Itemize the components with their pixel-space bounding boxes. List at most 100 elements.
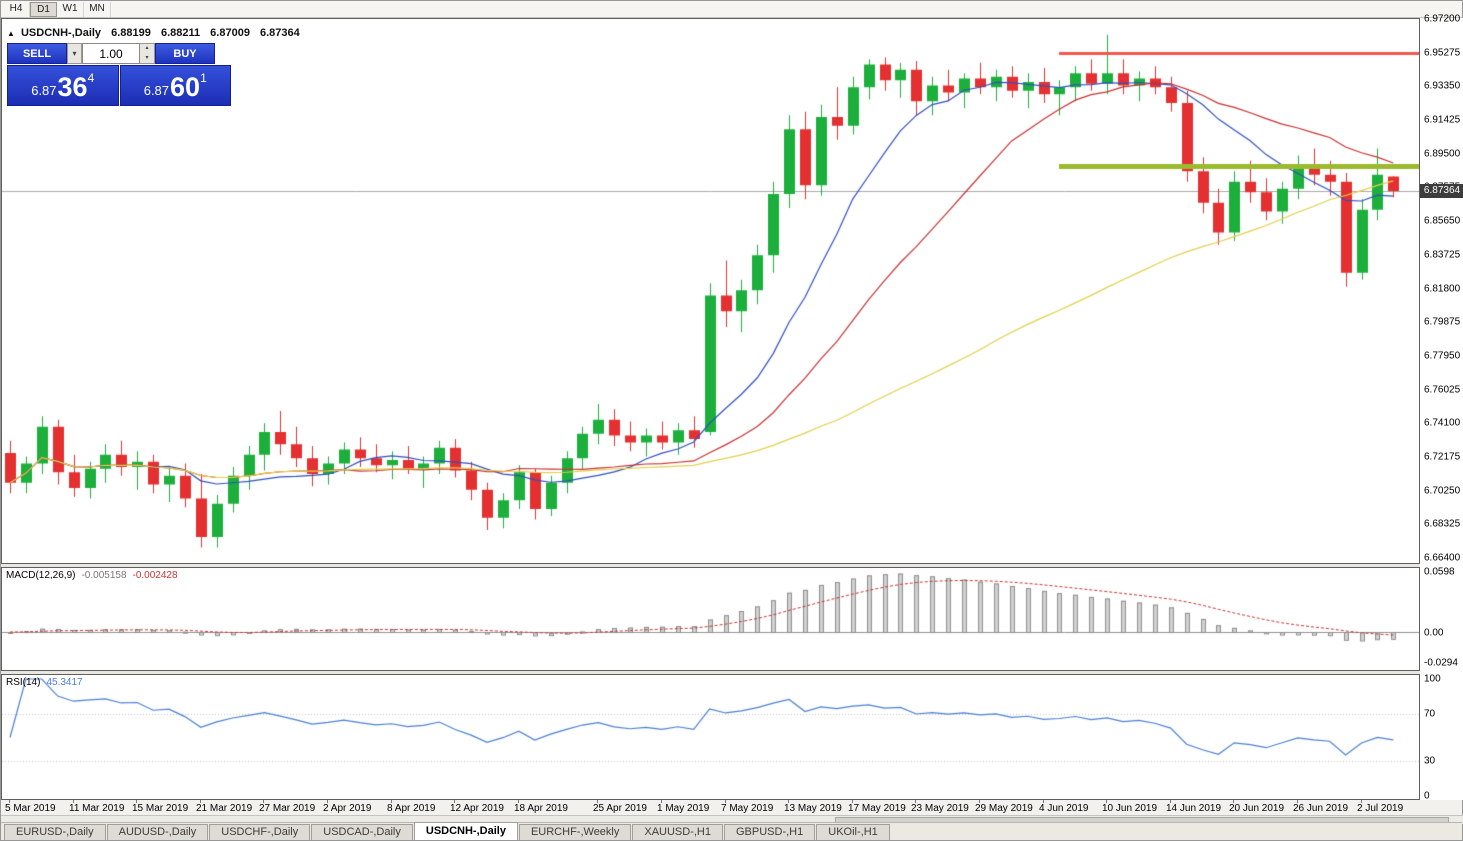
pane-splitter[interactable]	[1, 671, 1420, 674]
price-axis-label: 6.97200	[1424, 13, 1461, 25]
macd-axis-label: 0.00	[1424, 627, 1444, 639]
time-axis-label: 7 May 2019	[721, 803, 774, 814]
price-axis-label: 6.79875	[1424, 316, 1461, 328]
price-axis-label: 6.74100	[1424, 417, 1461, 429]
one-click-trading-panel: SELL ▾ ▴ ▾ BUY 6.87364	[7, 43, 231, 106]
macd-indicator-pane: MACD(12,26,9) -0.005158 -0.002428	[1, 567, 1420, 671]
time-axis-label: 1 May 2019	[657, 803, 710, 814]
time-axis-label: 2 Apr 2019	[323, 803, 372, 814]
volume-decrease-button[interactable]: ▾	[145, 54, 149, 61]
price-axis-label: 6.81800	[1424, 283, 1461, 294]
time-axis-label: 17 May 2019	[848, 803, 906, 814]
macd-main-value: -0.005158	[81, 570, 127, 581]
collapse-panel-arrow-icon[interactable]: ▲	[7, 29, 15, 38]
time-axis-label: 13 May 2019	[784, 803, 842, 814]
time-axis-label: 14 Jun 2019	[1166, 803, 1222, 814]
chart-tab-gbpusd-h1[interactable]: GBPUSD-,H1	[724, 824, 816, 840]
time-axis-tick	[915, 800, 916, 803]
time-axis-label: 18 Apr 2019	[514, 803, 568, 814]
time-axis-tick	[454, 800, 455, 803]
buy-price-base: 6.87	[143, 83, 170, 98]
main-chart-pane: ▲ USDCNH-,Daily 6.88199 6.88211 6.87009 …	[1, 18, 1420, 564]
chart-tab-xauusd-h1[interactable]: XAUUSD-,H1	[632, 824, 723, 840]
time-axis-label: 21 Mar 2019	[196, 803, 253, 814]
chart-ohlc-header: ▲ USDCNH-,Daily 6.88199 6.88211 6.87009 …	[7, 27, 307, 39]
chart-workspace: ▲ USDCNH-,Daily 6.88199 6.88211 6.87009 …	[1, 14, 1463, 824]
volume-spinner: ▴ ▾	[140, 43, 155, 64]
price-axis-label: 6.89500	[1424, 148, 1461, 160]
time-axis-tick	[9, 800, 10, 803]
volume-increase-button[interactable]: ▴	[145, 45, 149, 51]
macd-canvas[interactable]	[2, 568, 1419, 670]
time-axis-label: 23 May 2019	[911, 803, 969, 814]
timeframe-button-w1[interactable]: W1	[57, 1, 84, 17]
macd-signal-value: -0.002428	[132, 570, 178, 581]
rsi-title: RSI(14)	[6, 677, 41, 688]
price-axis-label: 6.95275	[1424, 47, 1461, 59]
rsi-label: RSI(14) 45.3417	[6, 677, 83, 688]
price-axis-label: 6.72175	[1424, 451, 1461, 463]
time-axis-label: 26 Jun 2019	[1293, 803, 1349, 814]
price-axis-label: 6.83725	[1424, 249, 1461, 261]
rsi-axis-label: 30	[1424, 755, 1436, 767]
timeframe-toolbar: H4 D1 W1 MN	[1, 1, 1462, 18]
time-axis: 5 Mar 2019 11 Mar 2019 15 Mar 2019 21 Mar 2…	[1, 800, 1420, 815]
time-axis-tick	[73, 800, 74, 803]
price-chart-canvas[interactable]	[2, 19, 1419, 563]
time-axis-tick	[263, 800, 264, 803]
chart-tab-usdcnh-daily[interactable]: USDCNH-,Daily	[413, 822, 518, 840]
time-axis-label: 25 Apr 2019	[593, 803, 647, 814]
price-axis: 6.972006.952756.933506.914256.895006.875…	[1420, 14, 1463, 802]
price-axis-label: 6.68325	[1424, 518, 1461, 530]
pane-splitter[interactable]	[1, 564, 1420, 567]
volume-dropdown-icon[interactable]: ▾	[67, 43, 82, 64]
low-value: 6.87009	[210, 27, 250, 39]
open-value: 6.88199	[111, 27, 151, 39]
buy-price-panel[interactable]: 6.87 60 1	[119, 65, 231, 106]
time-axis-label: 12 Apr 2019	[450, 803, 504, 814]
timeframe-button-d1[interactable]: D1	[30, 1, 57, 17]
sell-price-pips: 36	[57, 72, 88, 102]
time-axis-tick	[200, 800, 201, 803]
rsi-indicator-pane: RSI(14) 45.3417	[1, 674, 1420, 800]
time-axis-tick	[136, 800, 137, 803]
macd-axis-label: 0.0598	[1424, 566, 1455, 578]
buy-price-point: 1	[200, 71, 207, 85]
symbol-period-label: USDCNH-,Daily	[20, 27, 102, 39]
chart-tab-eurusd-daily[interactable]: EURUSD-,Daily	[4, 824, 106, 840]
current-price-badge: 6.87364	[1420, 184, 1463, 199]
time-axis-label: 10 Jun 2019	[1102, 803, 1158, 814]
time-axis-tick	[1043, 800, 1044, 803]
volume-input[interactable]	[82, 43, 140, 64]
sell-price-panel[interactable]: 6.87 36 4	[7, 65, 119, 106]
time-axis-tick	[1233, 800, 1234, 803]
chart-tab-eurchf-weekly[interactable]: EURCHF-,Weekly	[518, 824, 632, 840]
close-value: 6.87364	[260, 27, 300, 39]
macd-title: MACD(12,26,9)	[6, 570, 76, 581]
price-axis-label: 6.77950	[1424, 350, 1461, 362]
sell-price-point: 4	[87, 71, 95, 85]
timeframe-button-h4[interactable]: H4	[3, 1, 30, 17]
time-axis-label: 8 Apr 2019	[387, 803, 436, 814]
time-axis-tick	[597, 800, 598, 803]
time-axis-tick	[327, 800, 328, 803]
time-axis-tick	[852, 800, 853, 803]
price-axis-label: 6.66400	[1424, 552, 1461, 564]
sell-button[interactable]: SELL	[7, 43, 67, 64]
buy-button[interactable]: BUY	[155, 43, 215, 64]
macd-label: MACD(12,26,9) -0.005158 -0.002428	[6, 570, 178, 581]
chart-tab-usdchf-daily[interactable]: USDCHF-,Daily	[209, 824, 311, 840]
time-axis-tick	[788, 800, 789, 803]
time-axis-label: 20 Jun 2019	[1229, 803, 1285, 814]
chart-tab-usdcad-daily[interactable]: USDCAD-,Daily	[311, 824, 413, 840]
rsi-axis-label: 100	[1424, 673, 1441, 685]
chart-tab-ukoil-h1[interactable]: UKOil-,H1	[816, 824, 890, 840]
time-axis-tick	[1106, 800, 1107, 803]
chart-tab-audusd-daily[interactable]: AUDUSD-,Daily	[106, 824, 209, 840]
timeframe-button-mn[interactable]: MN	[84, 1, 111, 17]
price-axis-label: 6.93350	[1424, 80, 1461, 92]
rsi-canvas[interactable]	[2, 675, 1419, 799]
price-axis-label: 6.91425	[1424, 114, 1461, 126]
time-axis-tick	[391, 800, 392, 803]
